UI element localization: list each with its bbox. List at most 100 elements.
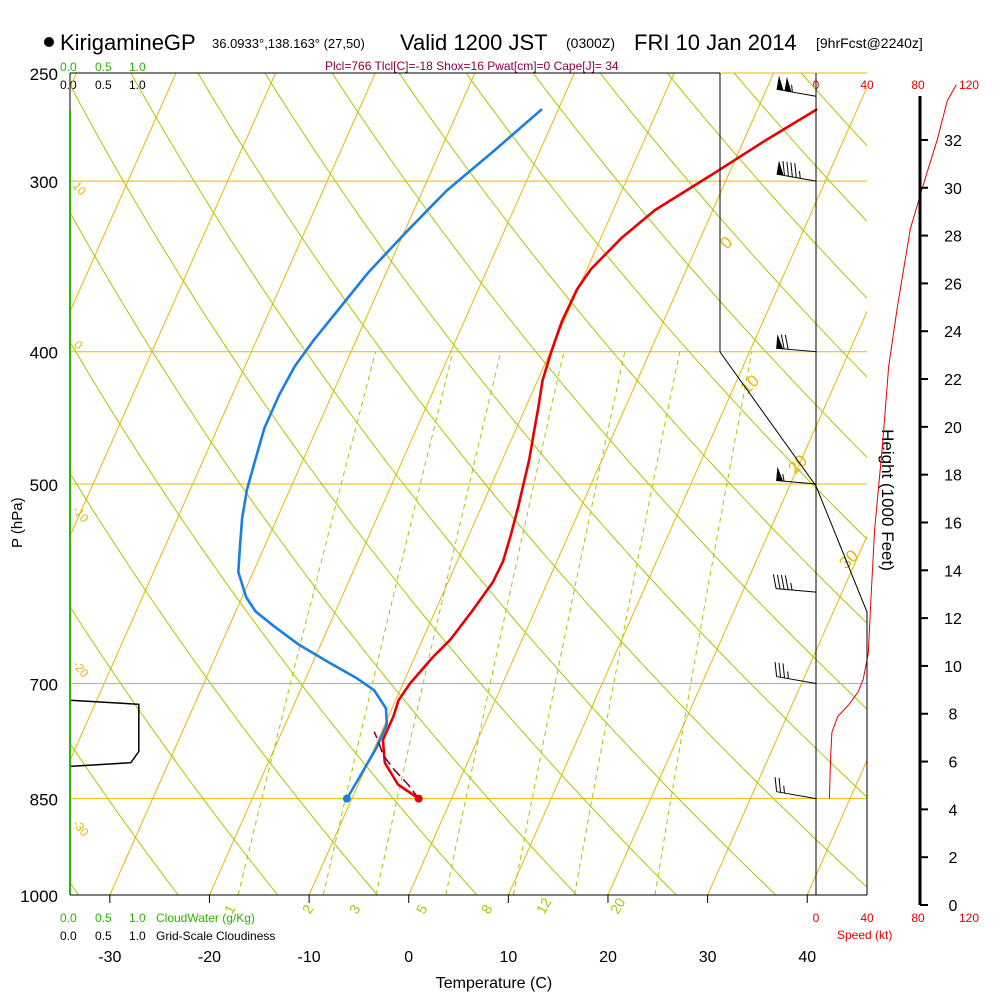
mixing-ratio-label: 8 (478, 902, 496, 917)
barb-staff (776, 791, 817, 800)
height-tick-label: 6 (949, 755, 958, 772)
barb-pennant (776, 75, 784, 91)
cloudiness-tick: 1.0 (129, 929, 146, 943)
wind-barb (774, 777, 817, 800)
isotherm-line (109, 73, 476, 895)
isobar-grid (70, 72, 867, 896)
speed-scale-bottom: 0 40 80 120 (813, 911, 980, 925)
dry-adiabat-line (331, 73, 867, 710)
barb-pennant (776, 160, 784, 176)
barb-flag (790, 162, 793, 177)
mixing-ratio-line (237, 351, 377, 895)
barb-staff (776, 88, 817, 97)
x-tick-label: -30 (98, 949, 121, 966)
temperature-line (381, 108, 818, 800)
dry-adiabat-line (70, 211, 577, 895)
mixing-ratio-line (322, 351, 454, 895)
x-axis-label: Temperature (C) (436, 975, 552, 992)
mixing-ratio-line (375, 351, 502, 895)
mixing-ratio-lines (237, 351, 753, 895)
wind-barb (776, 334, 817, 353)
cloudwater-scale-top: 0.0 0.5 1.0 0.0 0.5 1.0 (60, 60, 146, 92)
barb-staff (776, 480, 817, 485)
pressure-tick-label: 400 (30, 344, 58, 363)
speed-tick: 120 (959, 911, 979, 925)
cloudwater-tick: 0.5 (95, 60, 112, 74)
barb-pennant (776, 334, 784, 349)
speed-tick: 80 (911, 911, 925, 925)
surface-temperature-dot (414, 794, 423, 803)
barb-staff (776, 347, 817, 353)
height-tick-label: 20 (944, 420, 962, 437)
height-tick-label: 28 (944, 229, 962, 246)
dry-adiabat-line (398, 73, 867, 624)
station-dot-icon (44, 37, 54, 47)
wind-speed-line (828, 84, 957, 799)
barb-pennant (776, 466, 784, 482)
cloudwater-tick: 0.5 (95, 911, 112, 925)
isotherm-label: -30 (70, 817, 92, 840)
right-axis-line (719, 351, 868, 895)
barb-flag (784, 334, 789, 350)
pressure-tick-label: 850 (30, 791, 58, 810)
cloudiness-label: Grid-Scale Cloudiness (156, 929, 275, 943)
barb-staff (776, 676, 817, 685)
barb-pennant (784, 76, 792, 92)
x-tick-label: -10 (298, 949, 321, 966)
barb-half-flag (782, 473, 785, 482)
x-tick-label: 10 (499, 949, 517, 966)
barb-flag (778, 662, 782, 678)
barb-flag (772, 574, 777, 589)
barb-flag (782, 663, 785, 679)
height-tick-label: 16 (944, 515, 962, 532)
barb-half-flag (790, 582, 793, 591)
chart-header: KirigamineGP 36.0933°,138.163° (27,50) V… (44, 30, 923, 55)
pressure-tick-label: 250 (30, 65, 58, 84)
parcel-path-line (373, 731, 420, 800)
isotherm-label: -10 (70, 503, 92, 526)
speed-tick: 40 (860, 78, 874, 92)
wind-panel (772, 73, 957, 895)
forecast-label: [9hrFcst@2240z] (816, 35, 923, 51)
wind-barb (772, 574, 817, 593)
dry-adiabat-line (130, 73, 777, 895)
mixing-ratio-line (654, 351, 753, 895)
barb-flag (778, 777, 782, 793)
mixing-ratio-line (445, 351, 565, 895)
dry-adiabat-line (70, 83, 677, 895)
station-coords: 36.0933°,138.163° (27,50) (212, 36, 365, 51)
height-axis-label: Height (1000 Feet) (878, 429, 897, 571)
x-tick-label: 40 (798, 949, 816, 966)
barb-half-flag (787, 671, 789, 679)
speed-tick: 120 (959, 78, 979, 92)
mixing-ratio-label: 2 (299, 902, 317, 917)
height-tick-label: 12 (944, 611, 962, 628)
adiabat-label: 30 (835, 546, 862, 573)
cloudiness-tick: 0.5 (95, 78, 112, 92)
wind-barb (776, 466, 817, 485)
mixing-ratio-line (574, 351, 681, 895)
height-tick-label: 14 (944, 563, 962, 580)
indices-text: Plcl=766 Tlcl[C]=-18 Shox=16 Pwat[cm]=0 … (325, 59, 619, 73)
barb-half-flag (791, 84, 793, 93)
dry-adiabat-line (197, 73, 867, 888)
dry-adiabat-line (532, 73, 867, 458)
x-tick-label: 20 (599, 949, 617, 966)
adiabat-label: 0 (716, 233, 736, 253)
isotherm-line (70, 73, 177, 313)
cloudiness-line (69, 699, 140, 768)
speed-scale-top: 0 40 80 120 (813, 78, 980, 92)
barb-flag (780, 334, 785, 349)
dry-adiabat-line (264, 73, 867, 798)
speed-axis-label: Speed (kt) (837, 928, 892, 942)
height-tick-label: 10 (944, 659, 962, 676)
station-name: KirigamineGP (60, 30, 196, 55)
barb-flag (774, 777, 778, 792)
y-axis-label: P (hPa) (9, 497, 26, 548)
cloudiness-profile (69, 110, 140, 895)
height-tick-label: 22 (944, 372, 962, 389)
pressure-tick-label: 300 (30, 173, 58, 192)
sounding-series (237, 108, 818, 803)
